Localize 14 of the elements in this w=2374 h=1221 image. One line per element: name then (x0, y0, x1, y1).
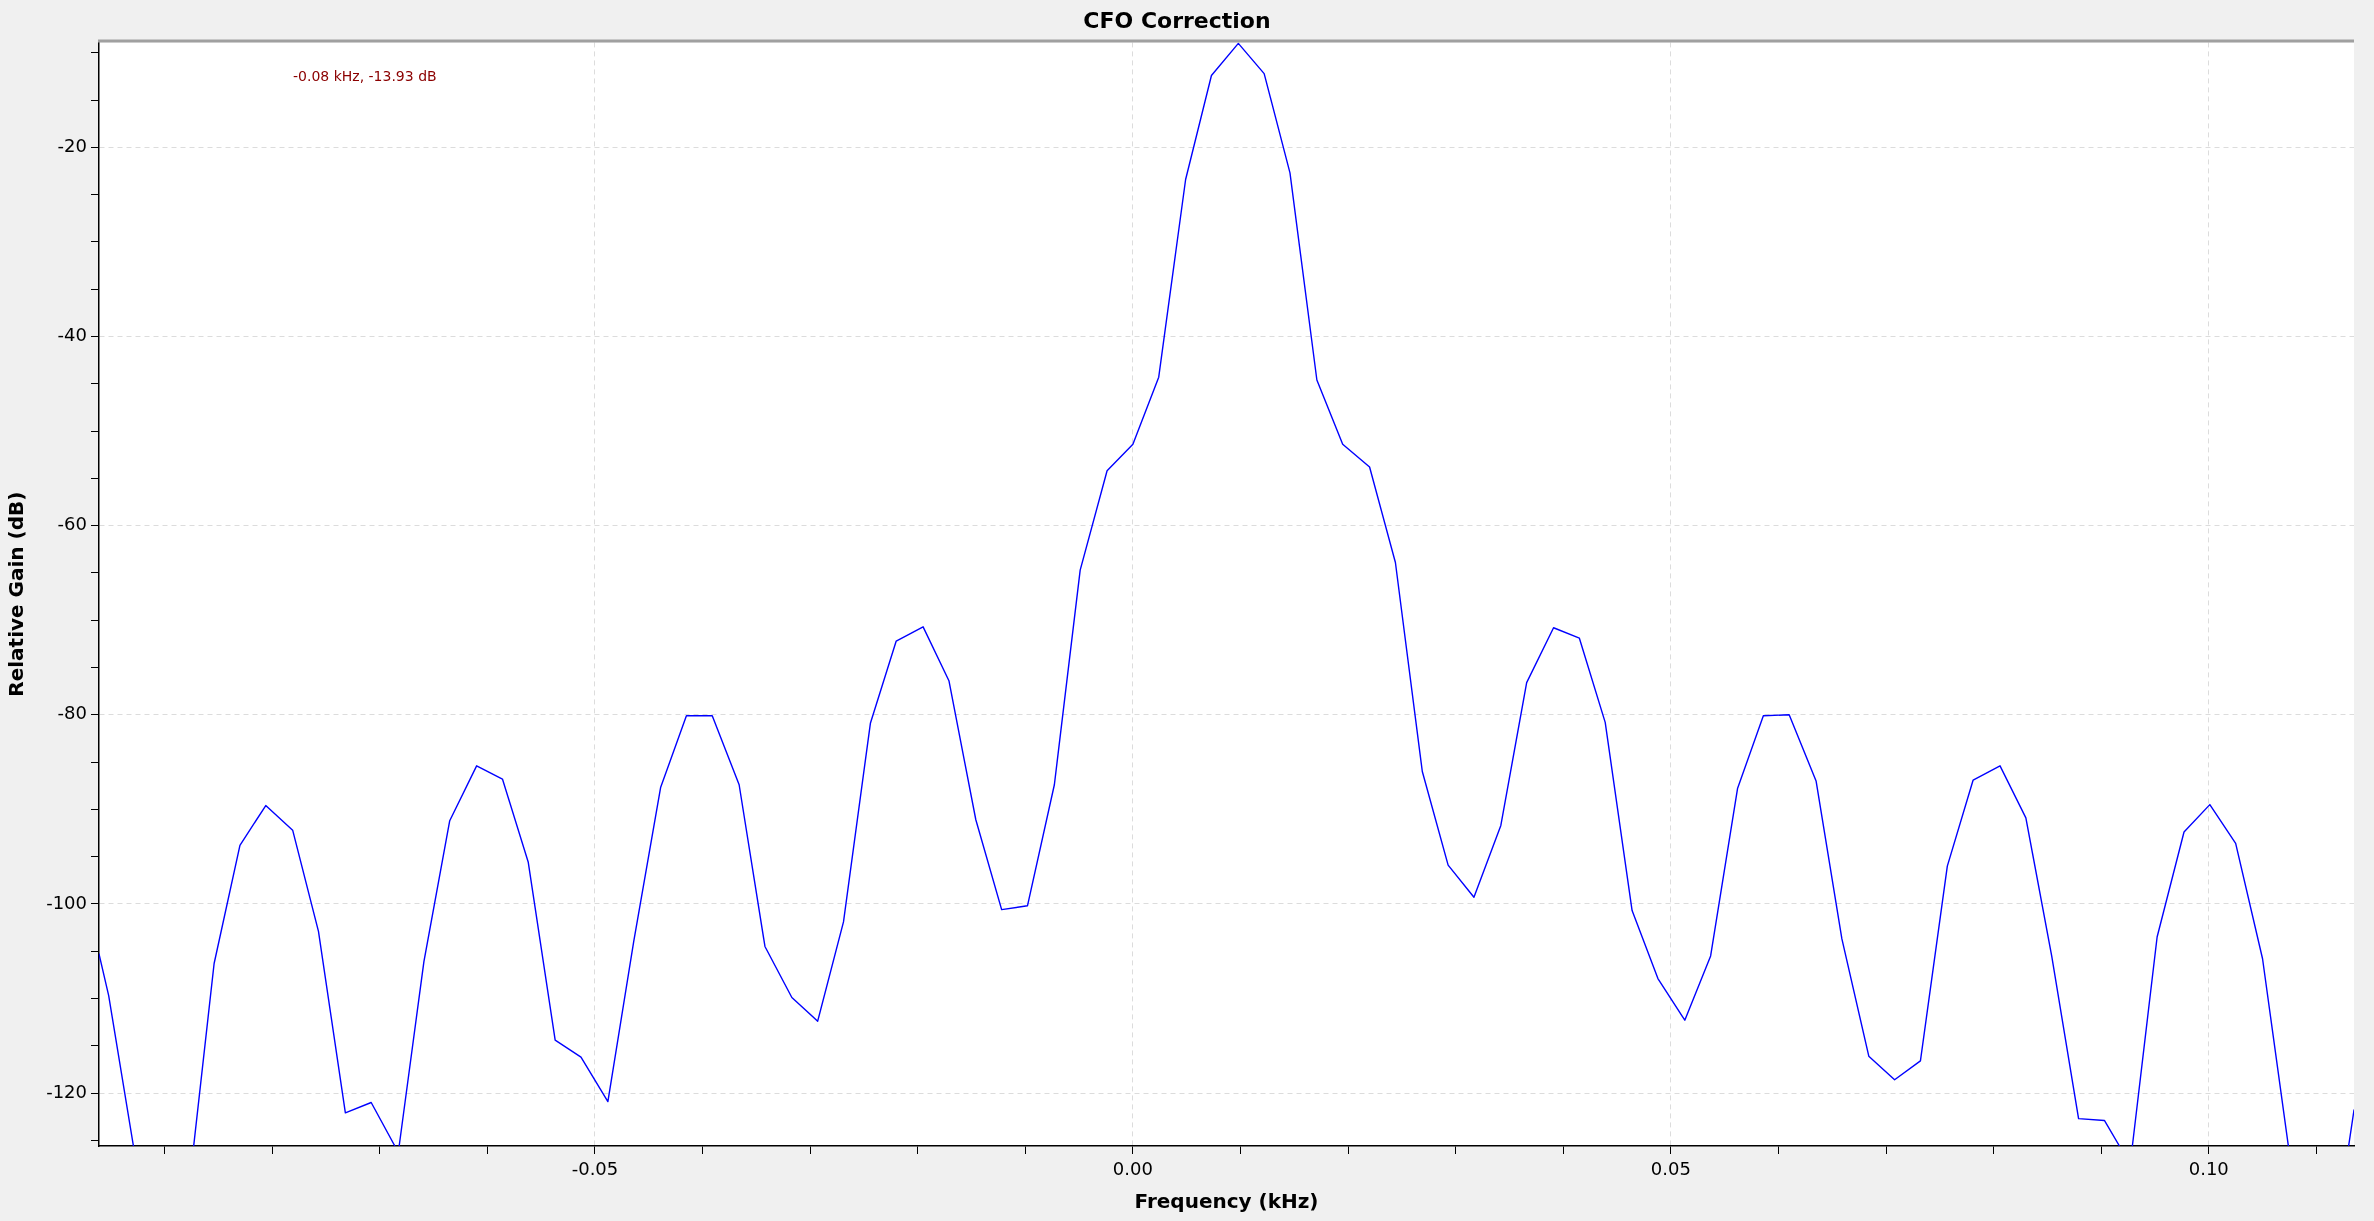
x-tick-label: 0.05 (1650, 1158, 1691, 1180)
annotation: -0.08 kHz, -13.93 dB (293, 68, 437, 85)
x-tick-label: 0.10 (2188, 1158, 2229, 1180)
y-tick-label: -20 (57, 135, 87, 157)
y-tick-label: -80 (57, 702, 87, 724)
x-tick-label: -0.05 (571, 1158, 619, 1180)
x-tick-label: 0.00 (1112, 1158, 1153, 1180)
y-tick-label: -40 (57, 324, 87, 346)
y-tick-label: -120 (46, 1080, 87, 1102)
chart-title: CFO Correction (1083, 7, 1271, 33)
y-tick-label: -100 (46, 891, 87, 913)
x-axis-title: Frequency (kHz) (1134, 1189, 1319, 1214)
y-tick-label: -60 (57, 513, 87, 535)
y-axis-title: Relative Gain (dB) (4, 491, 29, 697)
